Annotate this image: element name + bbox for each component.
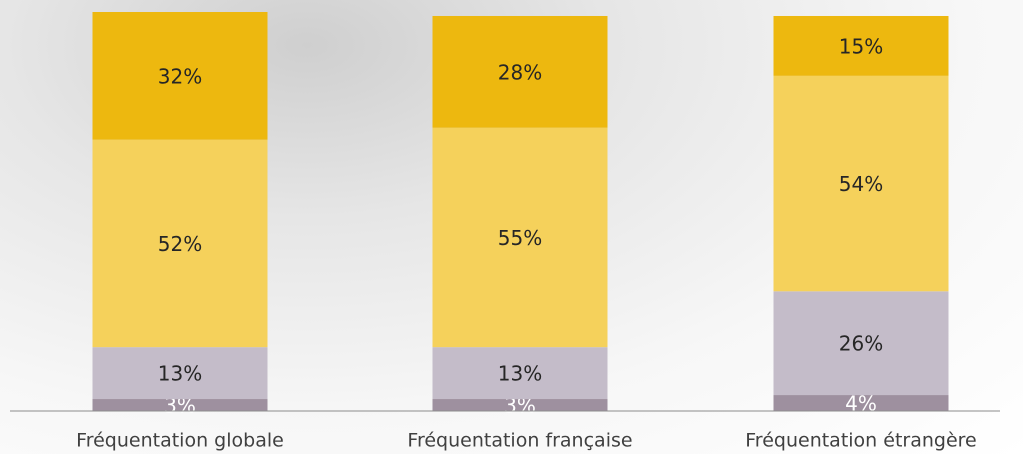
data-label: 55% xyxy=(498,226,542,250)
data-label: 28% xyxy=(498,60,542,84)
x-tick-label: Fréquentation globale xyxy=(76,430,284,452)
chart: Fréquentation globale3%13%52%32%Fréquent… xyxy=(0,0,1023,454)
data-label: 13% xyxy=(498,362,542,386)
data-label: 15% xyxy=(839,34,883,58)
x-tick-label: Fréquentation étrangère xyxy=(745,430,976,452)
data-label: 54% xyxy=(839,172,883,196)
data-label: 4% xyxy=(845,392,877,416)
data-label: 13% xyxy=(158,362,202,386)
data-label: 52% xyxy=(158,232,202,256)
data-label: 26% xyxy=(839,332,883,356)
page: Fréquentation globale3%13%52%32%Fréquent… xyxy=(0,0,1023,454)
x-tick-label: Fréquentation française xyxy=(407,430,632,452)
data-label: 32% xyxy=(158,64,202,88)
